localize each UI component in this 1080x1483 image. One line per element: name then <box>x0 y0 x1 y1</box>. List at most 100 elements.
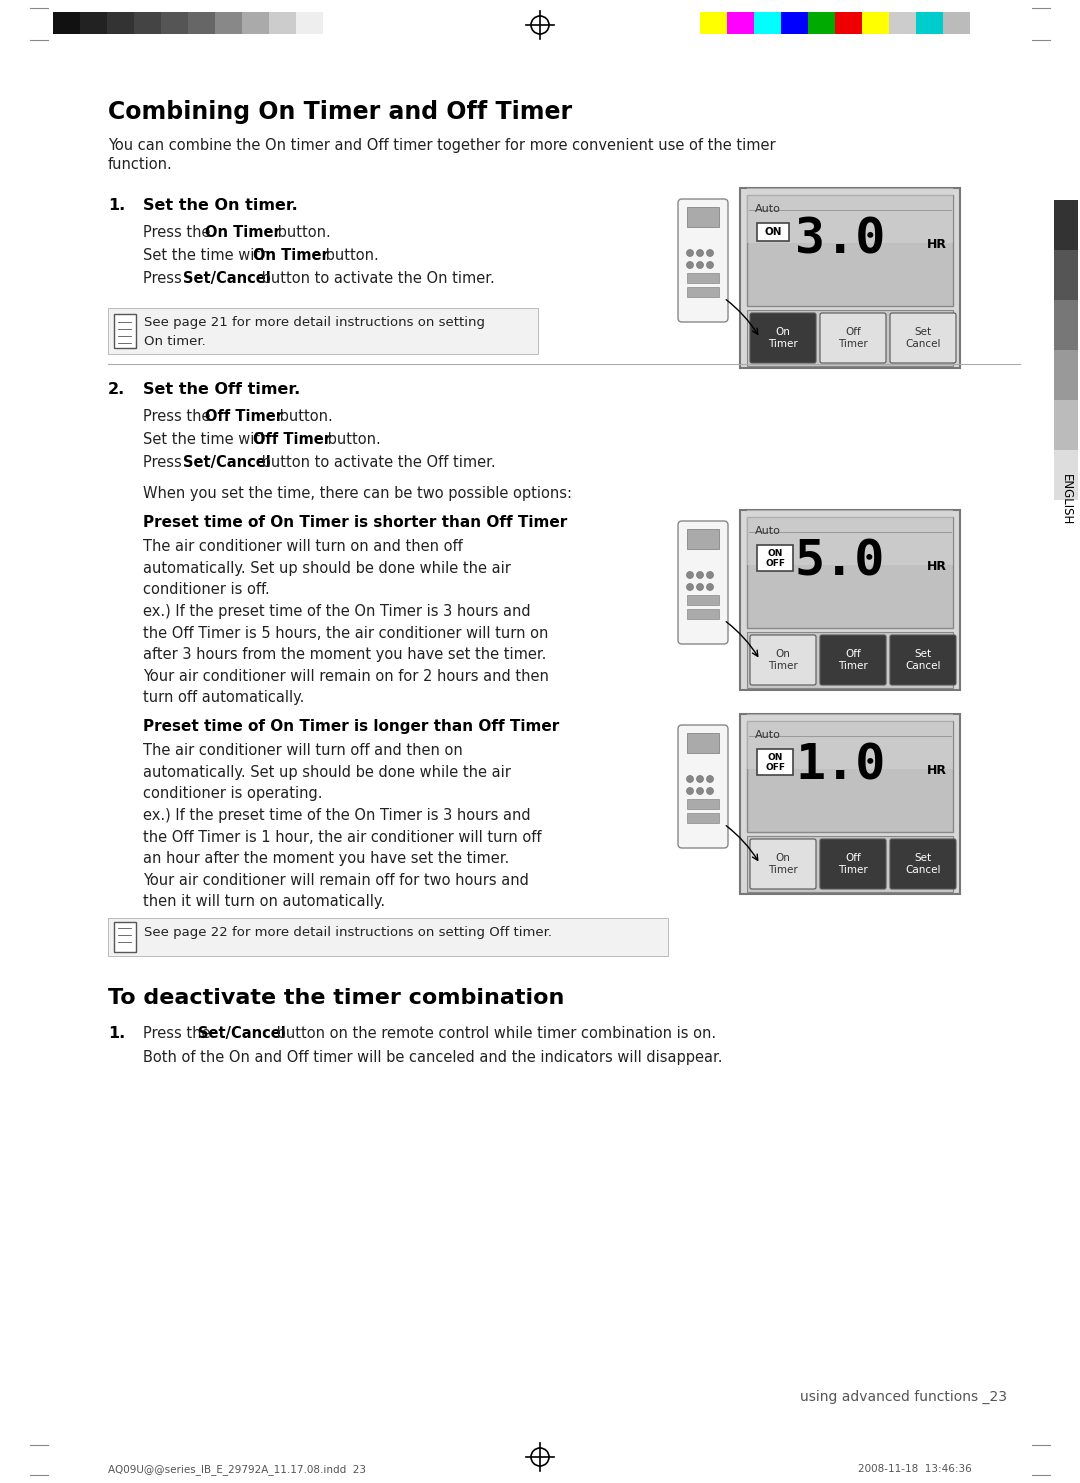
Text: HR: HR <box>927 237 947 251</box>
Bar <box>916 12 943 34</box>
Bar <box>687 595 719 605</box>
Bar <box>188 12 215 34</box>
Text: ENGLISH: ENGLISH <box>1059 475 1072 525</box>
Text: You can combine the On timer and Off timer together for more convenient use of t: You can combine the On timer and Off tim… <box>108 138 775 153</box>
Bar <box>747 713 953 770</box>
Text: Off
Timer: Off Timer <box>838 853 868 875</box>
Text: Off Timer: Off Timer <box>253 432 330 446</box>
Bar <box>747 721 953 832</box>
Text: OFF: OFF <box>765 559 785 568</box>
Circle shape <box>706 571 714 578</box>
Bar <box>242 12 269 34</box>
Text: function.: function. <box>108 157 173 172</box>
Bar <box>1054 449 1078 500</box>
Circle shape <box>697 583 703 590</box>
Bar <box>1054 350 1078 400</box>
Text: ex.) If the preset time of the On Timer is 3 hours and
the Off Timer is 5 hours,: ex.) If the preset time of the On Timer … <box>143 604 549 706</box>
Text: Auto: Auto <box>755 526 781 535</box>
Text: Combining On Timer and Off Timer: Combining On Timer and Off Timer <box>108 99 572 125</box>
Bar <box>754 12 781 34</box>
Text: To deactivate the timer combination: To deactivate the timer combination <box>108 988 565 1008</box>
Text: Off
Timer: Off Timer <box>838 650 868 670</box>
Text: button on the remote control while timer combination is on.: button on the remote control while timer… <box>272 1026 716 1041</box>
Text: Set the On timer.: Set the On timer. <box>143 199 298 214</box>
Bar <box>747 188 953 243</box>
Bar <box>835 12 862 34</box>
Bar <box>889 12 916 34</box>
Bar <box>53 12 80 34</box>
Text: On
Timer: On Timer <box>768 853 798 875</box>
Text: 3.0: 3.0 <box>795 217 886 264</box>
Text: HR: HR <box>927 764 947 777</box>
Text: Press the: Press the <box>143 225 215 240</box>
FancyBboxPatch shape <box>678 199 728 322</box>
Circle shape <box>706 776 714 783</box>
Bar <box>687 273 719 283</box>
Bar <box>687 813 719 823</box>
Bar <box>740 713 960 894</box>
Bar <box>161 12 188 34</box>
FancyBboxPatch shape <box>890 635 956 685</box>
FancyBboxPatch shape <box>750 839 816 888</box>
Text: The air conditioner will turn off and then on
automatically. Set up should be do: The air conditioner will turn off and th… <box>143 743 511 801</box>
Text: ON: ON <box>767 753 783 762</box>
Text: button.: button. <box>321 248 379 262</box>
Text: Off
Timer: Off Timer <box>838 328 868 349</box>
Text: On Timer: On Timer <box>205 225 281 240</box>
Bar <box>943 12 970 34</box>
Text: button.: button. <box>323 432 381 446</box>
Bar <box>747 518 953 627</box>
FancyBboxPatch shape <box>678 725 728 848</box>
Text: Set/Cancel: Set/Cancel <box>198 1026 286 1041</box>
Circle shape <box>697 261 703 268</box>
Circle shape <box>697 776 703 783</box>
Text: On
Timer: On Timer <box>768 328 798 349</box>
Bar <box>747 310 953 366</box>
Circle shape <box>706 261 714 268</box>
Bar <box>747 510 953 565</box>
FancyBboxPatch shape <box>750 635 816 685</box>
Bar <box>80 12 107 34</box>
Circle shape <box>687 787 693 795</box>
Bar <box>687 733 719 753</box>
Bar <box>687 529 719 549</box>
Text: button to activate the Off timer.: button to activate the Off timer. <box>257 455 496 470</box>
Text: Auto: Auto <box>755 205 781 214</box>
Circle shape <box>706 249 714 257</box>
Text: using advanced functions _23: using advanced functions _23 <box>800 1390 1007 1404</box>
Text: Auto: Auto <box>755 730 781 740</box>
Text: Set/Cancel: Set/Cancel <box>183 455 271 470</box>
Text: Press the: Press the <box>143 1026 215 1041</box>
Text: Both of the On and Off timer will be canceled and the indicators will disappear.: Both of the On and Off timer will be can… <box>143 1050 723 1065</box>
Bar <box>727 12 754 34</box>
Text: 2008-11-18  13:46:36: 2008-11-18 13:46:36 <box>859 1464 972 1474</box>
Text: Off Timer: Off Timer <box>205 409 283 424</box>
Text: 1.: 1. <box>108 1026 125 1041</box>
Bar <box>687 610 719 618</box>
Text: Press: Press <box>143 271 187 286</box>
Bar <box>114 314 136 349</box>
Text: ON: ON <box>765 227 782 237</box>
Bar <box>740 510 960 690</box>
Text: See page 21 for more detail instructions on setting
On timer.: See page 21 for more detail instructions… <box>144 316 485 349</box>
Bar <box>808 12 835 34</box>
Text: button.: button. <box>275 409 333 424</box>
Text: Set
Cancel: Set Cancel <box>905 853 941 875</box>
Text: Set the time with: Set the time with <box>143 248 274 262</box>
Text: 2.: 2. <box>108 383 125 397</box>
Text: See page 22 for more detail instructions on setting Off timer.: See page 22 for more detail instructions… <box>144 925 552 939</box>
Text: ON: ON <box>767 549 783 558</box>
Text: HR: HR <box>927 561 947 572</box>
Bar <box>747 194 953 305</box>
Circle shape <box>687 261 693 268</box>
Bar <box>1054 300 1078 350</box>
Text: Set
Cancel: Set Cancel <box>905 650 941 670</box>
Circle shape <box>687 249 693 257</box>
Text: When you set the time, there can be two possible options:: When you set the time, there can be two … <box>143 486 572 501</box>
Bar <box>700 12 727 34</box>
Bar <box>747 836 953 891</box>
FancyBboxPatch shape <box>750 313 816 363</box>
Text: Press: Press <box>143 455 187 470</box>
Bar <box>740 188 960 368</box>
Bar <box>687 799 719 810</box>
